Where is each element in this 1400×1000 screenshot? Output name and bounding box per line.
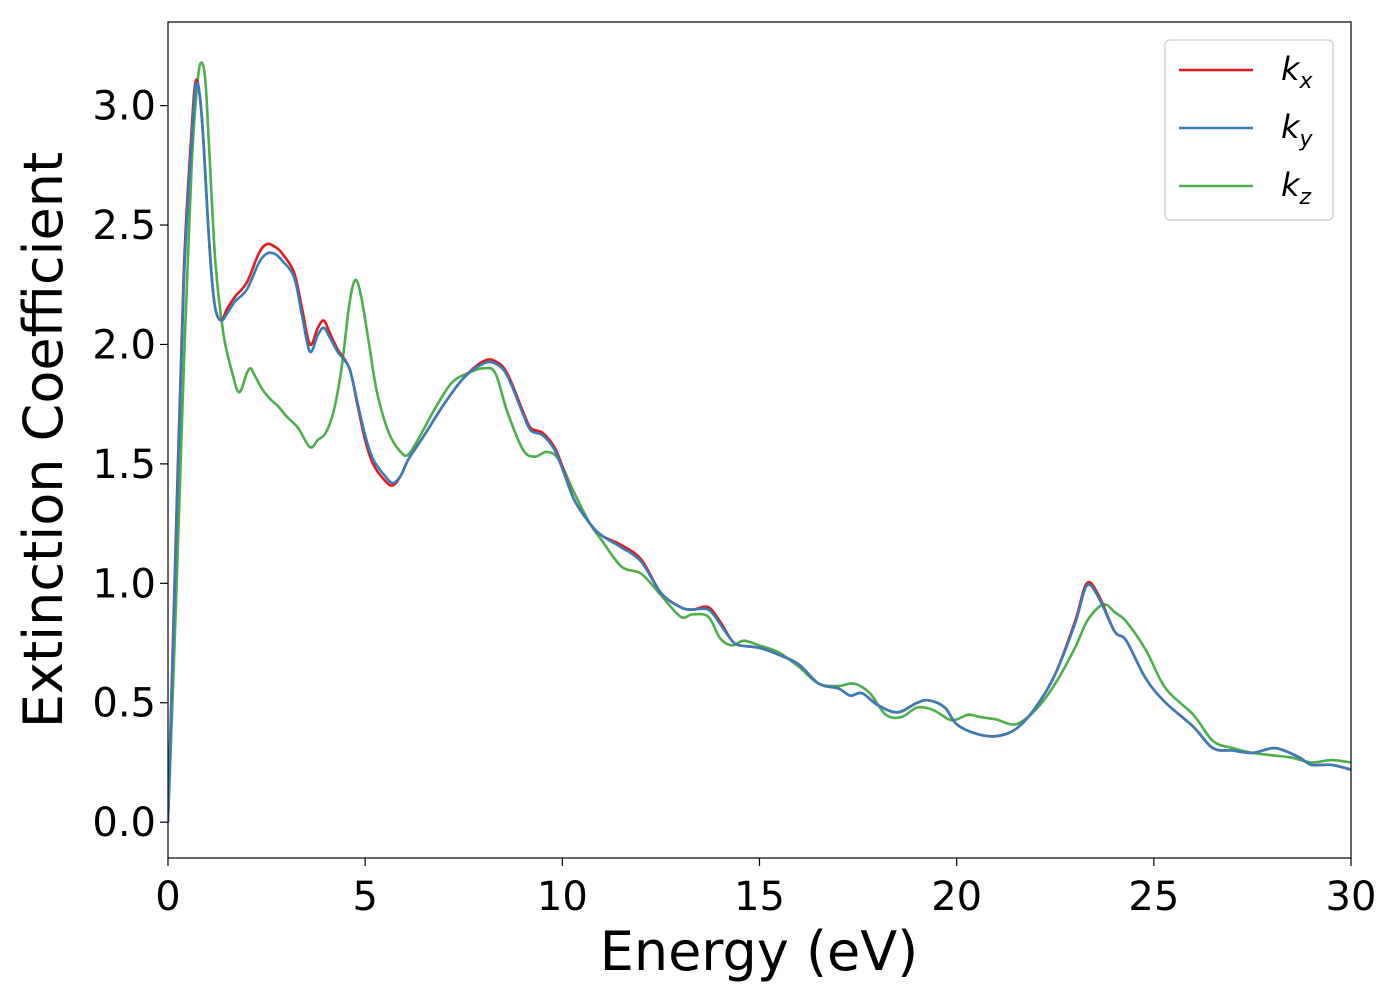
y-tick-label: 1.5 <box>92 442 156 488</box>
x-tick-label: 25 <box>1128 874 1179 920</box>
x-axis-title: Energy (eV) <box>600 920 919 983</box>
x-tick-label: 10 <box>537 874 588 920</box>
legend-label-k-x: kx <box>1281 50 1314 94</box>
legend-label-k-z: kz <box>1281 166 1312 210</box>
x-axis: 0 5 10 15 20 25 30 <box>155 858 1376 920</box>
x-tick-label: 0 <box>155 874 180 920</box>
legend-box <box>1164 39 1334 221</box>
legend: kx ky kz <box>1164 39 1334 221</box>
x-tick-label: 20 <box>931 874 982 920</box>
x-tick-label: 15 <box>734 874 785 920</box>
series-line-k-y <box>168 81 1351 823</box>
y-axis: 0.0 0.5 1.0 1.5 2.0 2.5 3.0 <box>92 84 168 846</box>
legend-label-k-y: ky <box>1281 108 1314 152</box>
y-tick-label: 2.5 <box>92 203 156 249</box>
y-tick-label: 1.0 <box>92 561 156 607</box>
series-line-k-z <box>168 61 1351 823</box>
y-tick-label: 3.0 <box>92 84 156 130</box>
x-tick-label: 30 <box>1326 874 1377 920</box>
y-tick-label: 2.0 <box>92 322 156 368</box>
series-layer <box>168 61 1351 823</box>
y-tick-label: 0.5 <box>92 681 156 727</box>
y-tick-label: 0.0 <box>92 800 156 846</box>
y-axis-title: Extinction Coefficient <box>12 152 75 728</box>
x-tick-label: 5 <box>352 874 377 920</box>
